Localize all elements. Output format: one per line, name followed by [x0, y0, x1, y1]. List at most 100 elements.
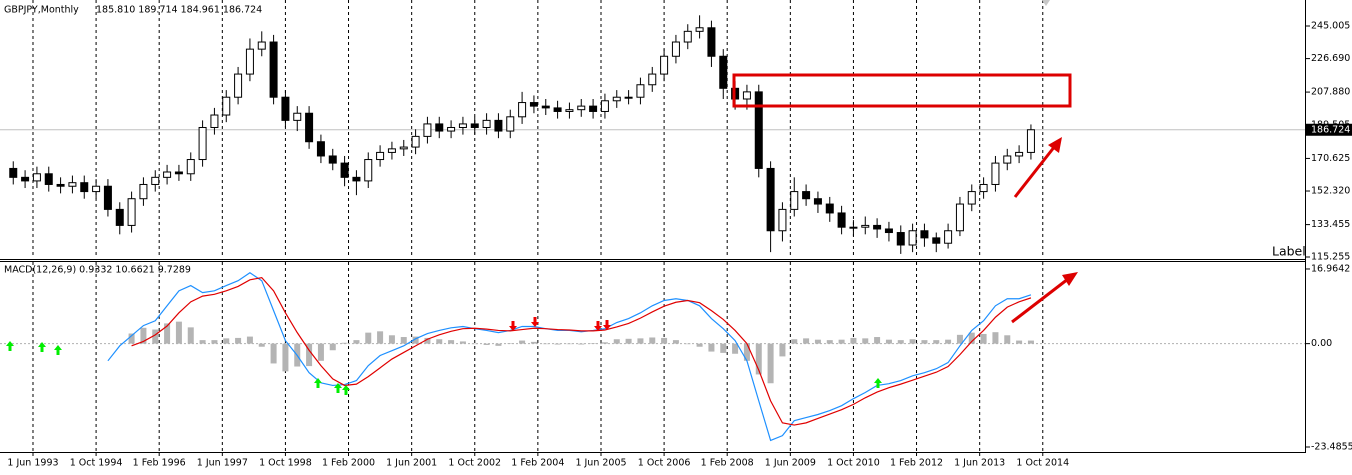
candle-body	[1026, 129, 1035, 153]
candle-body	[683, 30, 692, 43]
x-tick-label: 1 Jun 2009	[765, 458, 816, 469]
candle-body	[873, 224, 882, 230]
candle-body	[293, 112, 302, 121]
histogram-bar	[945, 339, 952, 344]
candle-body	[482, 119, 491, 128]
candle-body	[648, 73, 657, 86]
y-tick-label: 16.9642	[1311, 263, 1350, 274]
histogram-bar	[791, 339, 798, 344]
candle-body	[257, 41, 266, 50]
candle-body	[494, 119, 503, 132]
y-tick-label: 0.00	[1311, 338, 1332, 349]
candle-body	[766, 167, 775, 232]
candle-body	[518, 102, 527, 118]
histogram-bar	[175, 321, 182, 344]
y-tick-label: 170.625	[1311, 153, 1350, 164]
candle-body	[186, 159, 195, 175]
histogram-bar	[885, 339, 892, 344]
histogram-bar	[874, 337, 881, 344]
candle-body	[127, 198, 136, 226]
candle-body	[376, 151, 385, 161]
candle-body	[44, 173, 53, 185]
highlight-box	[732, 73, 1072, 108]
y-tick-label: 245.005	[1311, 20, 1350, 31]
x-tick-label: 1 Jun 2013	[954, 458, 1005, 469]
plot-area	[0, 0, 1305, 452]
histogram-bar	[661, 337, 668, 344]
histogram-bar	[211, 340, 218, 344]
histogram-bar	[246, 336, 253, 344]
x-tick-label: 1 Oct 2010	[827, 458, 880, 469]
histogram-bar	[637, 338, 644, 344]
candle-body	[234, 73, 243, 98]
histogram-bar	[317, 343, 324, 361]
histogram-bar	[140, 327, 147, 344]
histogram-bar	[306, 343, 313, 367]
x-tick-label: 1 Feb 2012	[890, 458, 943, 469]
trend-arrow-head	[1062, 272, 1078, 286]
candle-body	[861, 224, 870, 228]
candle-body	[281, 96, 290, 121]
candle-body	[470, 123, 479, 128]
y-tick-label: 115.255	[1311, 252, 1350, 263]
histogram-bar	[424, 337, 431, 344]
histogram-bar	[590, 343, 597, 344]
histogram-bar	[365, 332, 372, 344]
candle-body	[565, 109, 574, 112]
histogram-bar	[921, 340, 928, 344]
candle-body	[813, 198, 822, 205]
candle-body	[163, 171, 172, 178]
candle-body	[198, 126, 207, 161]
histogram-bar	[471, 343, 478, 345]
histogram-bar	[684, 343, 691, 345]
candle-body	[529, 102, 538, 107]
x-tick-label: 1 Jun 2001	[386, 458, 437, 469]
histogram-bar	[933, 340, 940, 344]
x-tick-label: 1 Jun 1993	[7, 458, 58, 469]
symbol-title: GBPJPY,Monthly	[4, 5, 79, 16]
histogram-bar	[436, 339, 443, 344]
candle-body	[920, 230, 929, 239]
candle-body	[80, 182, 89, 193]
histogram-bar	[1027, 340, 1034, 344]
chart-label: Label	[1272, 244, 1306, 259]
ohlc-values: 185.810 189.714 184.961 186.724	[96, 5, 262, 16]
histogram-bar	[1004, 335, 1011, 344]
x-tick-label: 1 Oct 1994	[70, 458, 123, 469]
candle-body	[210, 114, 219, 128]
histogram-bar	[625, 338, 632, 344]
histogram-bar	[199, 340, 206, 344]
candle-body	[719, 55, 728, 89]
candle-body	[458, 123, 467, 128]
candle-body	[506, 116, 515, 132]
histogram-bar	[980, 333, 987, 344]
candle-body	[577, 105, 586, 111]
candle-body	[352, 176, 361, 182]
y-tick-label: -23.4855	[1311, 442, 1352, 453]
histogram-bar	[530, 341, 537, 344]
histogram-bar	[862, 338, 869, 344]
histogram-bar	[803, 338, 810, 344]
histogram-bar	[838, 339, 845, 344]
x-tick-label: 1 Feb 2008	[701, 458, 754, 469]
candle-body	[32, 173, 41, 182]
histogram-bar	[353, 340, 360, 344]
histogram-bar	[519, 340, 526, 344]
candle-body	[790, 191, 799, 210]
histogram-bar	[258, 343, 265, 347]
candle-body	[802, 191, 811, 200]
histogram-bar	[720, 343, 727, 353]
indicator-line	[131, 276, 1032, 426]
histogram-bar	[814, 339, 821, 344]
candle-body	[600, 100, 609, 112]
candle-body	[399, 146, 408, 150]
candle-body	[447, 126, 456, 132]
candle-body	[991, 162, 1000, 185]
candle-body	[695, 27, 704, 32]
candle-body	[9, 167, 18, 178]
candle-body	[636, 84, 645, 98]
candle-body	[305, 112, 314, 143]
histogram-bar	[388, 335, 395, 344]
histogram-bar	[968, 332, 975, 344]
